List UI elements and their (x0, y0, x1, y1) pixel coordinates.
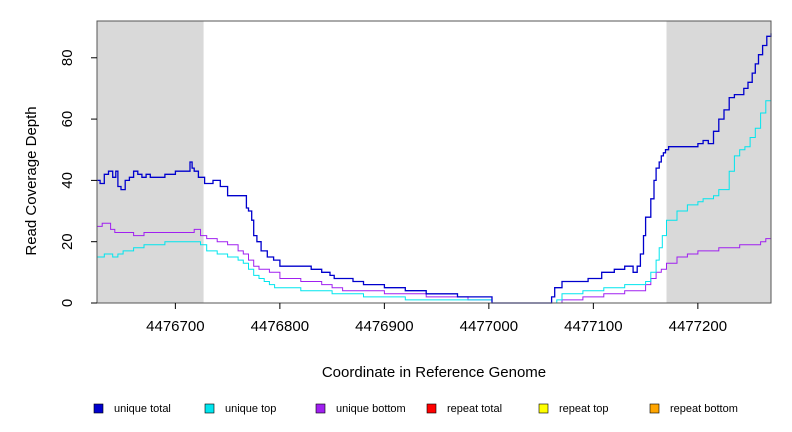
y-tick-label: 40 (59, 172, 76, 189)
legend-swatch-repeat-total (426, 403, 437, 414)
y-tick-label: 60 (59, 111, 76, 128)
legend-label-unique-total: unique total (114, 403, 171, 415)
x-tick-label: 4477100 (564, 318, 622, 335)
y-axis: 0 20 40 60 80 (59, 49, 97, 307)
series-line-unique-total (97, 33, 772, 304)
series-line-unique-bottom (97, 222, 771, 304)
shaded-region-1 (97, 21, 204, 303)
shaded-region-2 (666, 21, 771, 303)
legend-swatch-unique-bottom (315, 403, 326, 414)
y-tick-label: 20 (59, 233, 76, 250)
legend-swatch-unique-top (204, 403, 215, 414)
x-tick-label: 4476800 (251, 318, 309, 335)
x-tick-label: 4477200 (669, 318, 727, 335)
shaded-regions (97, 21, 771, 303)
x-axis-label: Coordinate in Reference Genome (322, 364, 546, 381)
y-tick-label: 0 (59, 299, 76, 307)
legend-label-repeat-top: repeat top (559, 403, 609, 415)
legend-label-repeat-bottom: repeat bottom (670, 403, 738, 415)
legend-swatch-repeat-bottom (649, 403, 660, 414)
legend-swatch-repeat-top (538, 403, 549, 414)
legend-swatch-unique-total (93, 403, 104, 414)
x-tick-label: 4476700 (146, 318, 204, 335)
legend: unique total unique top unique bottom repea… (93, 403, 738, 415)
x-axis: 4476700 4476800 4476900 4477000 4477100 44772… (146, 303, 727, 335)
legend-label-repeat-total: repeat total (447, 403, 502, 415)
plot-frame (96, 20, 772, 304)
x-tick-label: 4477000 (460, 318, 518, 335)
x-tick-label: 4476900 (355, 318, 413, 335)
y-axis-label: Read Coverage Depth (23, 106, 40, 255)
series-line-unique-top (97, 97, 772, 304)
y-tick-label: 80 (59, 49, 76, 66)
legend-label-unique-bottom: unique bottom (336, 403, 406, 415)
legend-label-unique-top: unique top (225, 403, 276, 415)
